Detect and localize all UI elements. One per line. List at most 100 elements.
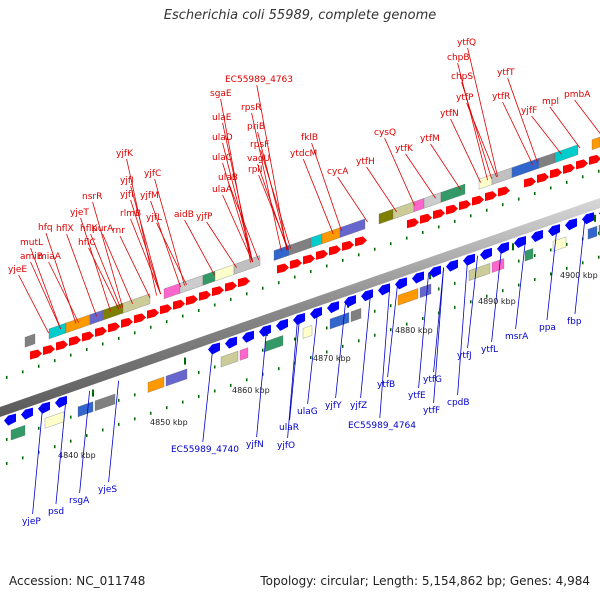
minor-tick <box>358 253 360 257</box>
forward-gene-label[interactable]: chpB <box>447 53 470 63</box>
forward-gene-label[interactable]: ulaA <box>212 185 233 195</box>
forward-leader-line <box>507 77 538 163</box>
reverse-gene-label[interactable]: yjeP <box>22 517 41 527</box>
reverse-leader-line <box>287 318 298 439</box>
forward-gene-label[interactable]: mutL <box>20 238 43 248</box>
reverse-gene-label[interactable]: yjfY <box>325 401 342 411</box>
forward-gene-label[interactable]: hflX <box>56 224 74 234</box>
reverse-gene-arrow <box>361 289 373 302</box>
minor-tick <box>182 400 184 404</box>
reverse-gene-label[interactable]: yjeS <box>98 485 117 495</box>
forward-gene-label[interactable]: ytdcM <box>290 149 317 159</box>
forward-gene-label[interactable]: miaA <box>38 252 62 262</box>
forward-gene-label[interactable]: rpsR <box>241 103 261 113</box>
forward-gene-label[interactable]: ytfR <box>492 92 510 102</box>
forward-gene-label[interactable]: yjfI <box>120 190 134 200</box>
forward-gene-label[interactable]: ulaE <box>212 113 232 123</box>
forward-gene-label[interactable]: nsrR <box>82 192 102 202</box>
minor-tick <box>70 439 72 443</box>
forward-gene-label[interactable]: priB <box>247 122 265 132</box>
forward-gene-label[interactable]: rpsF <box>250 140 269 150</box>
forward-gene-label[interactable]: yjeE <box>8 265 27 275</box>
forward-gene-label[interactable]: ytfH <box>356 157 375 167</box>
forward-gene-label[interactable]: ytfN <box>440 109 459 119</box>
forward-gene-label[interactable]: yjfP <box>196 212 213 222</box>
forward-gene-label[interactable]: rplI <box>248 165 263 175</box>
reverse-gene-label[interactable]: EC55989_4764 <box>348 421 416 431</box>
forward-gene-label[interactable]: ytfM <box>420 134 440 144</box>
forward-gene-label[interactable]: yjfM <box>140 191 159 201</box>
forward-gene-label[interactable]: pmbA <box>564 90 591 100</box>
forward-gene-label[interactable]: yjfF <box>521 106 537 116</box>
reverse-gene-label[interactable]: ytfB <box>377 380 395 390</box>
forward-gene-label[interactable]: yjfC <box>144 169 161 179</box>
forward-gene-label[interactable]: yjfL <box>146 213 162 223</box>
forward-leader-line <box>154 178 185 286</box>
reverse-gene-label[interactable]: EC55989_4740 <box>171 445 239 455</box>
forward-gene-label[interactable]: cycA <box>327 167 349 177</box>
forward-leader-line <box>258 174 289 250</box>
forward-gene-label[interactable]: cysQ <box>374 128 396 138</box>
reverse-gene-label[interactable]: yjfN <box>246 440 264 450</box>
forward-gene-label[interactable]: hflC <box>78 238 96 248</box>
reverse-gene-label[interactable]: ytfE <box>408 391 426 401</box>
forward-cog-block <box>392 201 415 220</box>
reverse-gene-label[interactable]: ulaG <box>297 407 318 417</box>
forward-gene-label[interactable]: yjeT <box>70 208 89 218</box>
forward-gene-label[interactable]: hflK <box>80 224 98 234</box>
forward-gene-label[interactable]: purA <box>92 224 114 234</box>
forward-gene-label[interactable]: fklB <box>301 133 318 143</box>
kbp-major-tick <box>512 243 514 251</box>
minor-tick <box>566 180 568 184</box>
forward-leader-line <box>450 118 481 183</box>
forward-gene-label[interactable]: ytfK <box>395 144 414 154</box>
forward-gene-label[interactable]: aidB <box>174 210 194 220</box>
reverse-gene-arrow <box>208 342 220 355</box>
forward-gene-label[interactable]: amiB <box>20 252 43 262</box>
reverse-gene-arrow <box>259 324 271 337</box>
reverse-gene-label[interactable]: yjfZ <box>350 401 367 411</box>
forward-gene-label[interactable]: ulaD <box>212 133 233 143</box>
forward-gene-label[interactable]: ulaC <box>212 153 232 163</box>
forward-gene-label[interactable]: vagU <box>247 154 270 164</box>
forward-gene-label[interactable]: rnr <box>112 226 125 236</box>
minor-tick <box>38 426 40 430</box>
reverse-gene-label[interactable]: ytfG <box>423 375 442 385</box>
reverse-gene-label[interactable]: yjfO <box>277 441 295 451</box>
reverse-gene-label[interactable]: ppa <box>539 323 556 333</box>
forward-gene-label[interactable]: hfq <box>38 223 53 233</box>
reverse-gene-label[interactable]: fbp <box>567 317 582 327</box>
reverse-gene-label[interactable]: cpdB <box>447 398 470 408</box>
reverse-gene-label[interactable]: ulaR <box>279 423 299 433</box>
forward-gene-label[interactable]: ytfP <box>456 93 474 103</box>
forward-gene-label[interactable]: EC55989_4763 <box>225 75 293 85</box>
forward-gene-label[interactable]: yjfK <box>116 149 134 159</box>
reverse-cog-block <box>491 258 505 273</box>
reverse-gene-label[interactable]: rsgA <box>69 496 90 506</box>
forward-gene-label[interactable]: rlmB <box>120 209 141 219</box>
forward-gene-label[interactable]: ytfT <box>497 68 515 78</box>
reverse-gene-label[interactable]: ytfJ <box>457 351 472 361</box>
forward-gene-label[interactable]: ytfQ <box>457 38 476 48</box>
feature-track-layer <box>4 136 600 441</box>
reverse-gene-label[interactable]: msrA <box>505 332 529 342</box>
minor-tick <box>374 247 376 251</box>
forward-gene-label[interactable]: yjfJ <box>120 176 134 186</box>
reverse-cog-block <box>44 411 65 429</box>
forward-gene-label[interactable]: sgaE <box>210 89 232 99</box>
reverse-gene-label[interactable]: ytfF <box>423 406 440 416</box>
forward-cog-block <box>491 167 513 185</box>
minor-tick <box>598 169 600 173</box>
forward-cog-block <box>321 227 341 245</box>
forward-gene-arrow <box>524 177 536 188</box>
reverse-gene-arrow <box>225 336 237 349</box>
forward-gene-label[interactable]: chpS <box>451 72 473 82</box>
forward-gene-arrow <box>420 213 432 224</box>
reverse-gene-label[interactable]: ytfL <box>481 345 498 355</box>
forward-gene-label[interactable]: mpl <box>542 97 559 107</box>
forward-cog-block <box>511 158 540 178</box>
minor-tick <box>118 336 120 340</box>
forward-gene-label[interactable]: ulaB <box>218 173 238 183</box>
reverse-gene-label[interactable]: psd <box>48 507 64 517</box>
kbp-label: 4840 kbp <box>58 451 96 460</box>
